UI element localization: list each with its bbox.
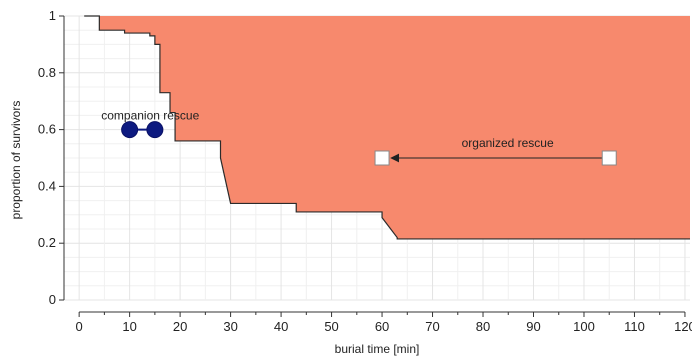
organized-rescue-point <box>601 150 617 166</box>
y-tick-label: 0.4 <box>38 178 56 193</box>
companion-rescue-point <box>121 121 139 139</box>
annotations: companion rescue organized rescue <box>101 109 617 166</box>
x-tick-label: 120 <box>674 319 692 334</box>
x-tick-label: 30 <box>223 319 237 334</box>
x-tick-label: 50 <box>324 319 338 334</box>
x-tick-label: 70 <box>425 319 439 334</box>
axes: 00.20.40.60.810 10 20 30 40 50 60 70 80 90 100 110 1… <box>38 8 692 334</box>
x-tick-label: 10 <box>122 319 136 334</box>
x-tick-label: 110 <box>624 319 645 334</box>
x-axis-title: burial time [min] <box>335 342 420 356</box>
y-tick-label: 0 <box>49 292 56 307</box>
y-tick-label: 1 <box>49 8 56 23</box>
survivor-area-fill <box>84 16 691 239</box>
x-tick-label: 90 <box>526 319 540 334</box>
y-axis-title: proportion of survivors <box>9 101 23 220</box>
survivor-area <box>84 15 691 240</box>
survival-curve-line <box>84 15 690 240</box>
organized-rescue-label: organized rescue <box>462 136 554 150</box>
x-tick-label: 80 <box>476 319 490 334</box>
y-tick-label: 0.8 <box>38 65 56 80</box>
y-tick-label: 0.2 <box>38 235 56 250</box>
x-tick-label: 0 <box>76 319 83 334</box>
x-tick-label: 100 <box>573 319 595 334</box>
y-tick-label: 0.6 <box>38 122 56 137</box>
x-tick-label: 60 <box>375 319 389 334</box>
companion-rescue-label: companion rescue <box>101 109 199 123</box>
x-tick-label: 40 <box>274 319 288 334</box>
x-tick-label: 20 <box>173 319 187 334</box>
companion-rescue-point <box>146 121 164 139</box>
organized-rescue-point <box>374 150 390 166</box>
